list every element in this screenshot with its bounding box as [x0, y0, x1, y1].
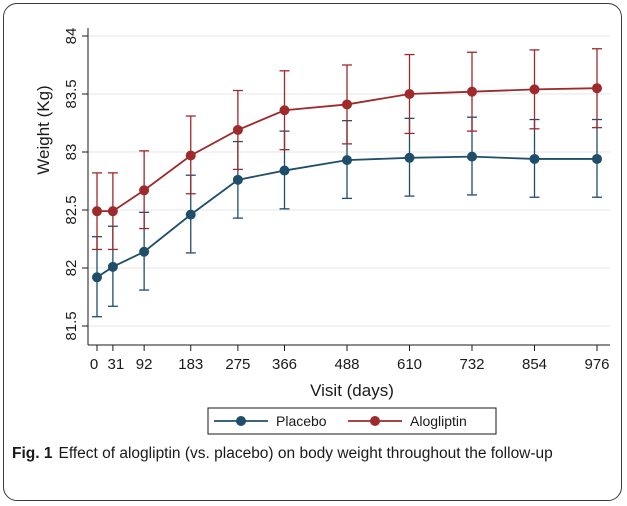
x-tick-label: 183 — [178, 356, 203, 373]
axes — [82, 28, 610, 351]
x-tick-label: 488 — [334, 356, 359, 373]
y-tick-label: 82.5 — [63, 195, 80, 224]
legend-marker — [236, 416, 246, 426]
data-point — [404, 152, 415, 163]
figure-label: Fig. 1 — [12, 445, 53, 462]
legend-label: Alogliptin — [410, 413, 467, 429]
y-tick-label: 83.5 — [63, 79, 80, 108]
data-point — [279, 105, 290, 116]
data-point — [467, 86, 477, 97]
data-point — [185, 209, 196, 220]
x-tick-label: 366 — [272, 356, 297, 373]
data-point — [232, 124, 243, 135]
data-point — [185, 150, 196, 161]
y-tick-label: 82 — [63, 260, 80, 277]
data-point — [139, 246, 150, 257]
data-point — [467, 151, 477, 162]
legend: Placebo Alogliptin — [207, 407, 497, 435]
line-chart: 81.5 82 82.5 83 83.5 84 0 31 92 183 275 366 488 610 73… — [34, 28, 610, 435]
x-tick-label: 92 — [136, 356, 153, 373]
x-tick-label: 275 — [225, 356, 250, 373]
figure-caption: Fig. 1 Effect of alogliptin (vs. placebo)… — [12, 442, 612, 465]
plot-area — [92, 48, 602, 318]
data-point — [529, 153, 540, 164]
data-point — [139, 185, 150, 196]
data-point — [592, 83, 602, 94]
data-point — [92, 272, 102, 283]
data-point — [529, 84, 540, 95]
y-tick-label: 84 — [63, 28, 80, 45]
x-axis-label: Visit (days) — [310, 381, 394, 400]
data-point — [404, 89, 415, 99]
y-tick-label: 81.5 — [63, 311, 80, 340]
data-point — [107, 261, 118, 272]
x-tick-label: 31 — [108, 356, 125, 373]
x-tick-label: 610 — [397, 356, 422, 373]
caption-text: Effect of alogliptin (vs. placebo) on bo… — [58, 445, 553, 462]
x-tick-label: 732 — [459, 356, 484, 373]
data-point — [107, 206, 118, 217]
data-point — [342, 155, 352, 166]
tick-labels: 81.5 82 82.5 83 83.5 84 0 31 92 183 275 366 488 610 73… — [63, 28, 610, 373]
x-tick-label: 854 — [522, 356, 547, 373]
grid-lines — [88, 35, 610, 327]
data-point — [232, 174, 243, 185]
data-point — [279, 165, 290, 176]
y-axis-label: Weight (Kg) — [34, 85, 53, 174]
x-tick-label: 976 — [584, 356, 609, 373]
series-placebo — [92, 116, 602, 318]
y-tick-label: 83 — [63, 144, 80, 161]
legend-label: Placebo — [276, 413, 327, 429]
series-alogliptin — [92, 48, 602, 251]
data-point — [342, 99, 352, 110]
legend-marker — [370, 416, 380, 426]
x-tick-label: 0 — [90, 356, 98, 373]
data-point — [92, 206, 102, 217]
data-point — [592, 153, 602, 164]
